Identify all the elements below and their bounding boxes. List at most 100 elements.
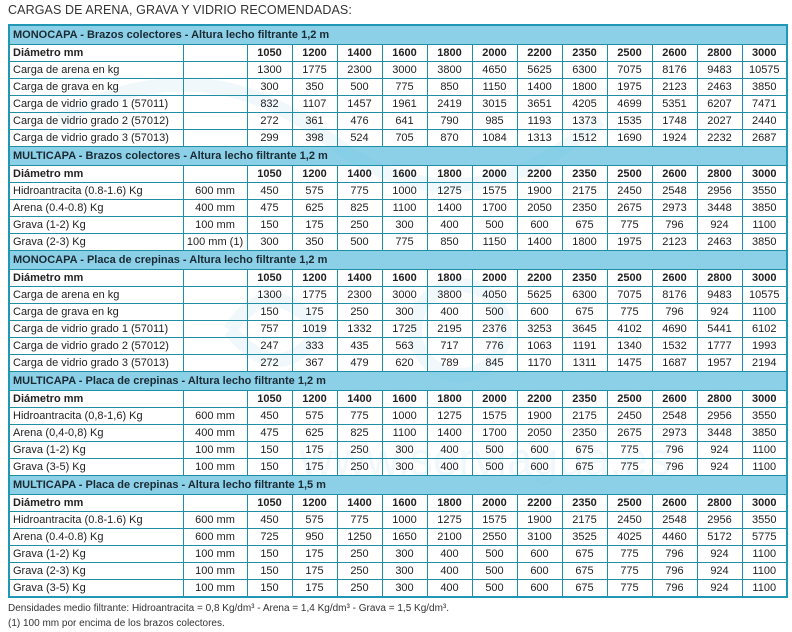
load-value: 3100 [516,528,563,546]
table-row: Carga de vidrio grado 3 (57013) 272 367 479… [8,354,788,372]
load-value: 757 [246,320,293,338]
diameter-value: 1200 [291,390,338,408]
diameter-value: 2500 [606,165,653,183]
row-label: Carga de vidrio grado 3 (57013) [8,129,184,147]
diameter-value: 1400 [336,390,383,408]
load-value: 1900 [516,182,563,200]
load-value: 1700 [471,424,518,442]
load-value: 2973 [651,424,698,442]
diameter-value: 2600 [651,494,698,512]
section-title: MONOCAPA - Placa de crepinas - Altura le… [9,250,787,270]
layer-height [182,286,248,304]
load-value: 9483 [696,286,743,304]
load-value: 500 [471,216,518,234]
footnote-1: (1) 100 mm por encima de los brazos cole… [8,618,225,629]
load-value: 2675 [606,199,653,217]
diameter-value: 2800 [696,269,743,287]
diameter-value: 2350 [561,390,608,408]
load-value: 796 [651,579,698,598]
load-value: 2450 [606,511,653,529]
load-value: 479 [336,354,383,372]
load-value: 1170 [516,354,563,372]
load-value: 10575 [741,61,788,79]
load-value: 400 [426,562,473,580]
load-value: 1993 [741,337,788,355]
table-row: Carga de vidrio grado 1 (57011) 757 1019 13… [8,320,788,338]
load-value: 2956 [696,182,743,200]
load-value: 2450 [606,407,653,425]
diameter-value: 1600 [381,44,428,62]
layer-height [182,303,248,321]
load-value: 5441 [696,320,743,338]
layer-height [182,320,248,338]
section-header: MULTICAPA - Brazos colectores - Altura l… [9,146,787,166]
diameter-value: 1200 [291,44,338,62]
load-value: 1275 [426,182,473,200]
load-value: 175 [291,458,338,476]
load-value: 600 [516,216,563,234]
table-row: Hidroantracita (0,8-1,6) Kg 600 mm 450 575 7… [8,407,788,425]
table-row: Grava (2-3) Kg 100 mm 150 175 250 300 400 500 60… [8,562,788,580]
table-row: Hidroantracita (0.8-1.6) Kg 600 mm 450 575 7… [8,511,788,529]
load-value: 1000 [381,182,428,200]
layer-height: 100 mm [182,441,248,459]
load-value: 7471 [741,95,788,113]
load-value: 400 [426,216,473,234]
load-value: 2175 [561,182,608,200]
load-value: 2419 [426,95,473,113]
diameter-value: 1800 [426,44,473,62]
load-value: 796 [651,458,698,476]
load-value: 5172 [696,528,743,546]
load-value: 3550 [741,511,788,529]
load-value: 675 [561,216,608,234]
load-value: 796 [651,303,698,321]
load-value: 3850 [741,78,788,96]
layer-height [182,61,248,79]
table-row: Grava (1-2) Kg 100 mm 150 175 250 300 400 500 60… [8,216,788,234]
diameter-row: Diámetro mm 1050 1200 1400 1600 1800 2000 2200 2… [8,390,788,408]
load-value: 2376 [471,320,518,338]
load-value: 247 [246,337,293,355]
diameter-value: 1800 [426,390,473,408]
load-value: 1975 [606,78,653,96]
load-value: 796 [651,216,698,234]
row-label: Carga de vidrio grado 2 (57012) [8,337,184,355]
load-value: 1800 [561,233,608,251]
load-value: 625 [291,199,338,217]
section-title: MULTICAPA - Brazos colectores - Altura l… [9,146,787,166]
diameter-value: 1400 [336,165,383,183]
section-header: MULTICAPA - Placa de crepinas - Altura l… [9,475,787,495]
load-value: 300 [381,458,428,476]
load-value: 300 [381,545,428,563]
table-row: Carga de arena en kg 1300 1775 2300 3000 3800… [8,61,788,79]
footnote-densities: Densidades medio filtrante: Hidroantraci… [8,603,450,614]
load-value: 1340 [606,337,653,355]
diameter-value: 1200 [291,494,338,512]
diameter-value: 1050 [246,269,293,287]
load-value: 250 [336,303,383,321]
load-value: 924 [696,545,743,563]
section-title: MULTICAPA - Placa de crepinas - Altura l… [9,475,787,495]
diameter-value: 1050 [246,44,293,62]
load-value: 775 [606,216,653,234]
row-label: Carga de grava en kg [8,303,184,321]
load-value: 2956 [696,407,743,425]
load-value: 3800 [426,286,473,304]
load-value: 175 [291,216,338,234]
load-value: 1512 [561,129,608,147]
load-value: 2548 [651,511,698,529]
load-value: 6300 [561,286,608,304]
load-value: 4050 [471,286,518,304]
layer-height: 100 mm [182,579,248,598]
load-value: 2123 [651,78,698,96]
load-value: 717 [426,337,473,355]
load-value: 3253 [516,320,563,338]
load-value: 2350 [561,424,608,442]
load-value: 400 [426,545,473,563]
load-value: 1575 [471,182,518,200]
load-value: 1084 [471,129,518,147]
load-value: 600 [516,579,563,598]
load-value: 850 [426,233,473,251]
load-value: 789 [426,354,473,372]
diameter-value: 1200 [291,269,338,287]
